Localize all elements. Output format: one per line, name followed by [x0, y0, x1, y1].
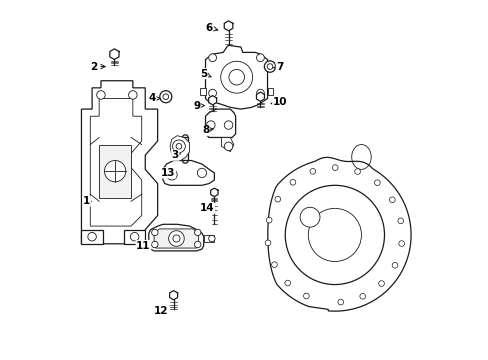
Circle shape	[398, 241, 404, 246]
Text: 1: 1	[83, 196, 91, 206]
Polygon shape	[110, 49, 119, 59]
Circle shape	[332, 165, 337, 170]
Circle shape	[307, 208, 361, 261]
Text: 12: 12	[154, 306, 169, 316]
Circle shape	[206, 121, 215, 129]
Circle shape	[289, 179, 295, 185]
Polygon shape	[256, 92, 264, 101]
Circle shape	[285, 280, 290, 286]
Polygon shape	[81, 230, 102, 244]
Polygon shape	[90, 99, 142, 226]
Polygon shape	[169, 291, 177, 300]
Circle shape	[274, 196, 280, 202]
Polygon shape	[200, 88, 205, 95]
Text: 11: 11	[136, 240, 151, 251]
Circle shape	[168, 231, 184, 246]
Circle shape	[309, 168, 315, 174]
Circle shape	[173, 235, 180, 242]
Text: 4: 4	[148, 94, 160, 103]
Circle shape	[266, 64, 272, 69]
Circle shape	[354, 169, 360, 174]
Circle shape	[194, 241, 201, 248]
Text: 9: 9	[193, 100, 204, 111]
Circle shape	[97, 91, 105, 99]
Circle shape	[224, 142, 232, 150]
Circle shape	[264, 61, 275, 72]
Polygon shape	[205, 45, 267, 109]
Text: 7: 7	[272, 62, 283, 72]
Circle shape	[285, 185, 384, 284]
Circle shape	[151, 241, 158, 248]
Polygon shape	[267, 157, 410, 311]
Circle shape	[374, 180, 380, 185]
Circle shape	[208, 54, 216, 62]
Circle shape	[197, 168, 206, 177]
Circle shape	[130, 233, 139, 241]
Circle shape	[172, 140, 185, 153]
Polygon shape	[124, 230, 145, 244]
Text: 14: 14	[200, 203, 214, 213]
Circle shape	[264, 240, 270, 246]
Circle shape	[166, 169, 177, 180]
Circle shape	[176, 144, 182, 149]
Polygon shape	[210, 188, 218, 197]
Circle shape	[271, 262, 277, 267]
Circle shape	[256, 54, 264, 62]
Circle shape	[160, 91, 171, 103]
Text: 13: 13	[161, 168, 175, 178]
Polygon shape	[170, 136, 189, 161]
Polygon shape	[182, 138, 188, 161]
Polygon shape	[224, 21, 232, 31]
Polygon shape	[205, 109, 235, 138]
Circle shape	[391, 262, 397, 268]
Polygon shape	[163, 161, 214, 185]
Circle shape	[151, 229, 158, 236]
Circle shape	[163, 94, 168, 100]
Polygon shape	[99, 145, 131, 198]
Text: 8: 8	[202, 125, 213, 135]
Text: 3: 3	[171, 150, 180, 160]
Circle shape	[266, 217, 271, 223]
Polygon shape	[148, 224, 203, 251]
Circle shape	[208, 235, 215, 242]
Text: 5: 5	[200, 69, 210, 79]
Text: 6: 6	[205, 23, 217, 33]
Circle shape	[303, 293, 308, 299]
Circle shape	[88, 233, 96, 241]
Circle shape	[104, 161, 125, 182]
Circle shape	[359, 293, 365, 299]
Text: 2: 2	[90, 62, 105, 72]
Circle shape	[300, 207, 319, 227]
Polygon shape	[81, 81, 157, 244]
Polygon shape	[154, 229, 198, 248]
Polygon shape	[203, 235, 214, 242]
Polygon shape	[267, 88, 272, 95]
Circle shape	[194, 229, 201, 236]
Circle shape	[397, 218, 403, 224]
Circle shape	[378, 281, 384, 286]
Circle shape	[256, 89, 264, 97]
Circle shape	[128, 91, 137, 99]
Polygon shape	[221, 138, 233, 152]
Circle shape	[337, 299, 343, 305]
Circle shape	[220, 61, 252, 93]
Circle shape	[224, 121, 232, 129]
Polygon shape	[208, 96, 216, 105]
Circle shape	[208, 89, 216, 97]
Text: 10: 10	[270, 97, 286, 107]
Circle shape	[228, 69, 244, 85]
Circle shape	[388, 197, 394, 203]
